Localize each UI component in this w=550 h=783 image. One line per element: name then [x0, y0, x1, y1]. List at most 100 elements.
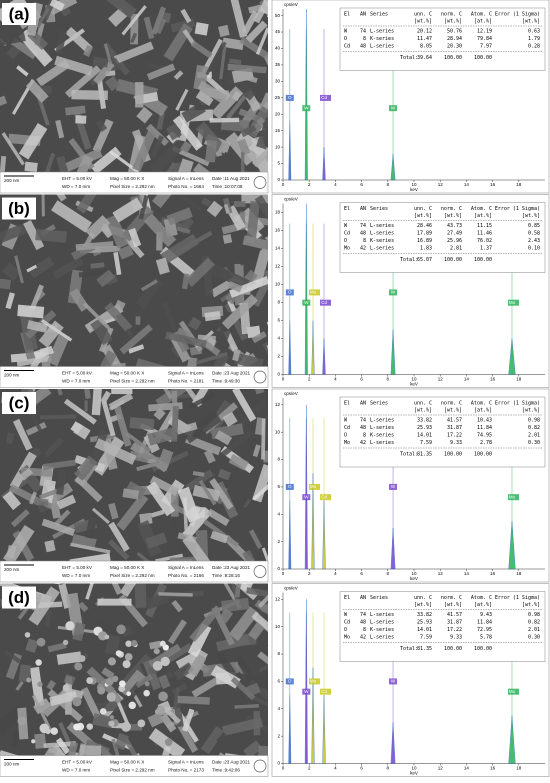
sem-flake [69, 553, 111, 561]
sem-flake [235, 656, 255, 683]
sem-flake [10, 37, 38, 60]
table-cell: 48 [360, 44, 366, 50]
sem-flake [108, 502, 119, 520]
table-box [339, 591, 546, 662]
info-eht: EHT = 5.00 kV [62, 760, 93, 765]
sem-flake [36, 7, 50, 29]
sem-flake [117, 244, 134, 260]
table-total: 65.07 [417, 257, 432, 263]
sem-flake [120, 681, 143, 708]
table-header: unn. C [414, 595, 432, 601]
sem-flake [160, 233, 200, 265]
sem-flake [149, 640, 162, 650]
sem-flake [171, 519, 187, 560]
element-label: Mo [310, 484, 317, 489]
element-label: W [304, 300, 309, 305]
sem-flake [187, 316, 202, 331]
sem-flake [23, 219, 45, 251]
sem-flake [259, 0, 268, 16]
table-header: unn. C [414, 401, 432, 407]
sem-particle [116, 624, 126, 635]
sem-flake [96, 619, 133, 646]
peak [304, 8, 308, 181]
sem-flake [25, 638, 39, 653]
table-cell: 17.89 [417, 231, 432, 237]
sem-flake [80, 745, 102, 756]
table-cell: 16.89 [417, 238, 432, 244]
sem-flake [222, 233, 233, 244]
sem-flake [173, 70, 184, 80]
sem-flake [243, 498, 252, 509]
sem-flake [187, 653, 207, 677]
sem-flake [176, 226, 191, 234]
table-cell: 11.46 [477, 231, 492, 237]
sem-flake [230, 676, 256, 701]
sem-flake [122, 488, 140, 500]
sem-particle [143, 689, 150, 697]
table-cell: L-series [370, 612, 394, 618]
sem-flake [73, 423, 91, 440]
sem-flake [223, 69, 257, 101]
table-cell: 28.46 [417, 223, 432, 229]
info-photo: Photo No. = 1664 [168, 184, 204, 189]
table-cell: 48 [360, 231, 366, 237]
sem-flake [0, 278, 11, 290]
panel-label: (b) [8, 199, 30, 218]
sem-flake [151, 194, 175, 209]
x-tick-label: 8 [387, 766, 390, 771]
sem-flake [211, 606, 235, 646]
table-cell: Cd [344, 425, 350, 431]
sem-flake [65, 65, 102, 98]
sem-texture [0, 194, 268, 367]
table-cell: 14.01 [417, 433, 432, 439]
sem-flake [70, 542, 111, 554]
table-cell: 25.93 [417, 620, 432, 626]
sem-flake [246, 692, 268, 713]
info-wd: WD = 7.0 mm [62, 768, 90, 773]
sem-flake [33, 698, 52, 715]
element-tag [308, 678, 320, 685]
panel-label: (a) [9, 4, 30, 23]
info-mag: Mag = 50.00 K X [110, 371, 144, 376]
table-cell: 17.22 [447, 433, 462, 439]
y-tick-label: 45 [275, 29, 281, 34]
x-tick-label: 12 [438, 182, 444, 187]
sem-flake [232, 349, 241, 362]
element-label: Cd [321, 300, 327, 305]
table-cell: Mo [344, 246, 350, 252]
sem-flake [100, 350, 117, 367]
sem-flake [72, 622, 86, 642]
sem-flake [171, 145, 210, 167]
table-header: norm. C [441, 595, 462, 601]
sem-flake [93, 60, 115, 85]
sem-flake [181, 273, 190, 290]
sem-flake [49, 690, 78, 707]
sem-flake [168, 619, 187, 645]
table-cell: K-series [370, 627, 394, 633]
sem-flake [172, 115, 203, 151]
table-cell: 48 [360, 425, 366, 431]
table-total: 100.00 [444, 646, 462, 652]
sem-flake [136, 106, 153, 124]
sem-flake [49, 0, 65, 12]
sem-flake [201, 197, 212, 207]
sem-particle [35, 659, 42, 666]
sem-flake [258, 656, 268, 673]
sem-flake [198, 479, 217, 506]
sem-flake [4, 649, 22, 664]
table-unit: [wt.%] [444, 602, 462, 608]
x-tick-label: 2 [308, 377, 311, 382]
sem-flake [182, 534, 214, 561]
sem-flake [74, 455, 98, 481]
sem-flake [185, 505, 200, 520]
peak [311, 320, 315, 375]
table-cell: Cd [344, 231, 350, 237]
table-cell: 17.22 [447, 627, 462, 633]
table-total-label: Total: [400, 257, 418, 263]
sem-flake [156, 448, 174, 472]
element-tag [320, 94, 332, 101]
sem-flake [221, 294, 258, 330]
sem-flake [77, 601, 89, 613]
sem-flake [189, 392, 216, 409]
info-mag: Mag = 50.00 K X [110, 176, 144, 181]
